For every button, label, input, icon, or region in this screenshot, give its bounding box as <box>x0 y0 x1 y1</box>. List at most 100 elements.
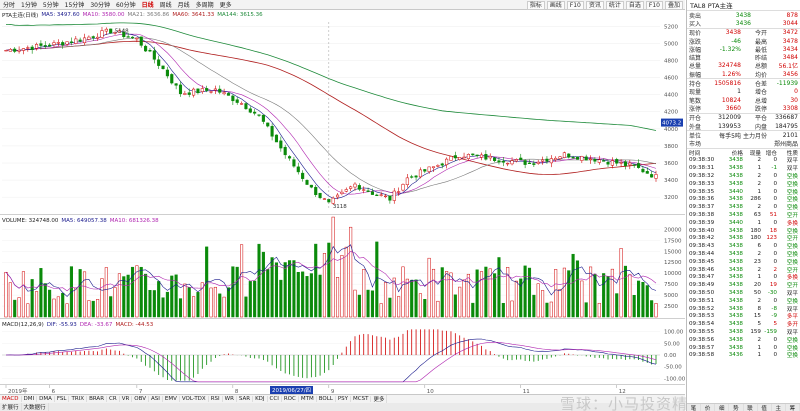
price-axis-tick: 3800 <box>664 144 678 150</box>
period-tab-multi[interactable]: 多周期 <box>195 2 214 9</box>
indicator-tab-vol-tdx[interactable]: VOL-TDX <box>180 396 209 402</box>
volume-bar <box>231 266 235 318</box>
volume-bar <box>410 279 414 318</box>
side-tab[interactable]: 价 <box>701 404 716 411</box>
quote-row: 涨幅 -1.32% 最低 3434 <box>687 45 800 54</box>
indicator-tab-trix[interactable]: TRIX <box>69 396 88 402</box>
volume-bar <box>427 257 431 318</box>
draw-line-button[interactable]: 画线 <box>546 1 565 10</box>
f10-button[interactable]: F10 <box>566 1 584 10</box>
indicator-tab-kdj[interactable]: KDJ <box>253 396 268 402</box>
volume-bar <box>183 283 187 318</box>
side-tab[interactable]: 主 <box>772 404 786 411</box>
period-tab-weekly[interactable]: 周线 <box>159 2 172 9</box>
indicator-tab-roc[interactable]: ROC <box>282 396 299 402</box>
volume-bar <box>436 300 440 318</box>
f10-button-2[interactable]: F10 <box>645 1 663 10</box>
price-chart[interactable]: PTA主连(日线) MA5: 3497.60 MA10: 3580.00 MA2… <box>0 10 685 213</box>
side-tab[interactable]: 势 <box>729 404 744 411</box>
volume-bar <box>296 271 300 318</box>
indicator-tab-rsi[interactable]: RSI <box>209 396 223 402</box>
indicator-tab-sar[interactable]: SAR <box>237 396 254 402</box>
tick-oi-change: 0 <box>773 219 777 226</box>
indicator-tab-wr[interactable]: WR <box>223 396 237 402</box>
period-tab-60min[interactable]: 60分钟 <box>115 2 136 9</box>
contract-info-value2: 2101 <box>782 131 798 139</box>
position-value2: 0 <box>794 88 798 96</box>
side-tab[interactable]: 值 <box>758 404 772 411</box>
tick-price: 3438 <box>728 282 743 289</box>
tick-header: 时间 价格 现量 增仓 性质 <box>687 149 800 157</box>
volume-panel[interactable]: VOLUME: 324748.00 MA5: 649057.38 MA10: 6… <box>0 214 685 318</box>
contract-info-rows: 单位 每手5吨 主力月份 2101 市场 郑州商品 <box>687 131 800 148</box>
candle-body <box>523 160 527 165</box>
ask-row: 卖出 3438 878 <box>687 11 800 20</box>
indicator-tab-asi[interactable]: ASI <box>149 396 163 402</box>
indicator-tab-emv[interactable]: EMV <box>163 396 180 402</box>
candle-body <box>510 160 514 165</box>
volume-bar <box>196 292 200 318</box>
indicator-tab-fsl[interactable]: FSL <box>55 396 70 402</box>
macd-panel[interactable]: MACD(12,26,9) DIF: -55.93 DEA: -33.67 MA… <box>0 318 686 384</box>
indicator-tab-macd[interactable]: MACD <box>0 396 22 402</box>
side-tab[interactable]: 筹 <box>786 404 800 411</box>
tick-time: 09:38:33 <box>689 180 715 187</box>
period-tab-daily[interactable]: 日线 <box>141 2 154 9</box>
contract-title: TAL8 PTA主连 <box>687 0 800 11</box>
quote-value2: 3478 <box>782 37 798 45</box>
indicator-tab-mcst[interactable]: MCST <box>351 396 372 402</box>
tick-oi-change: -8 <box>771 305 777 312</box>
toolbar-right-buttons: 指标 画线 F10 资讯 统计 自选 F10 叠加 <box>525 1 683 10</box>
dea-label: DEA: -33.67 <box>79 321 113 328</box>
tick-list[interactable]: 09:38:30 3438 2 0 双平 09:38:31 3438 1 -1 双平 09:38:3… <box>687 157 800 359</box>
indicator-button[interactable]: 指标 <box>526 1 545 10</box>
big-data-row-tab[interactable]: 大数据行 <box>22 403 49 411</box>
candle-body <box>445 158 449 166</box>
watchlist-button[interactable]: 自选 <box>625 1 644 10</box>
tick-time: 09:38:54 <box>689 321 715 328</box>
period-tab-30min[interactable]: 30分钟 <box>90 2 110 9</box>
candle-body <box>157 59 161 66</box>
indicator-tab-vr[interactable]: VR <box>120 396 133 402</box>
news-button[interactable]: 资讯 <box>585 1 604 10</box>
indicator-tab-更多[interactable]: 更多 <box>371 395 388 403</box>
stats-button[interactable]: 统计 <box>605 1 624 10</box>
indicator-tab-psy[interactable]: PSY <box>336 396 352 402</box>
period-tab-15min[interactable]: 15分钟 <box>64 2 85 9</box>
period-tab-intraday[interactable]: 分时 <box>3 2 16 9</box>
indicator-tab-cci[interactable]: CCI <box>268 396 282 402</box>
side-tab[interactable]: 联 <box>744 404 758 411</box>
tick-oi-change: 0 <box>773 297 777 304</box>
period-tab-monthly[interactable]: 月线 <box>177 2 190 9</box>
indicator-tab-cr[interactable]: CR <box>107 396 120 402</box>
tick-time: 09:38:56 <box>689 336 715 343</box>
candle-body <box>231 95 235 102</box>
tick-price: 3438 <box>728 251 743 257</box>
volume-bar <box>519 278 523 318</box>
tick-row: 09:38:40 3438 180 18 空换 <box>687 227 800 235</box>
period-tab-1min[interactable]: 1分钟 <box>21 2 37 9</box>
candle-body <box>440 163 444 166</box>
tick-volume: 2 <box>757 173 761 180</box>
tick-row: 09:38:36 3438 286 0 空换 <box>687 196 800 203</box>
indicator-tab-obv[interactable]: OBV <box>132 396 149 402</box>
period-tab-more[interactable]: 更多 <box>219 2 232 9</box>
candle-body <box>331 197 335 204</box>
tick-volume: 50 <box>753 289 761 296</box>
volume-bar <box>192 296 196 318</box>
tick-nature: 双平 <box>786 166 798 173</box>
indicator-tab-mtm[interactable]: MTM <box>299 396 317 402</box>
ask-volume: 878 <box>786 11 798 19</box>
indicator-tab-dmi[interactable]: DMI <box>22 396 38 402</box>
macd-axis-tick: 100.00 <box>664 330 684 336</box>
indicator-tab-brar[interactable]: BRAR <box>87 396 108 402</box>
extend-row-tab[interactable]: 扩展行 <box>0 403 22 411</box>
side-tab[interactable]: 细 <box>715 404 730 411</box>
period-tab-5min[interactable]: 5分钟 <box>42 2 59 9</box>
overlay-button[interactable]: 叠加 <box>664 1 683 10</box>
indicator-tab-boll[interactable]: BOLL <box>317 396 336 402</box>
side-tab[interactable]: 笔 <box>687 404 702 411</box>
volume-bar <box>344 246 348 318</box>
quote-value: -1.32% <box>719 45 741 53</box>
indicator-tab-dma[interactable]: DMA <box>37 396 55 402</box>
